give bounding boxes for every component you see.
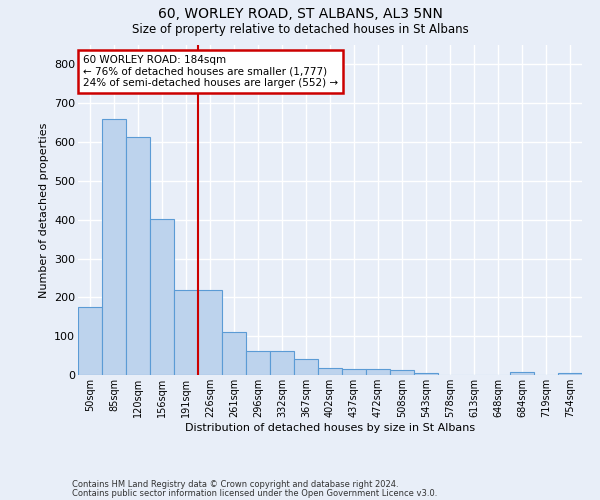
Bar <box>342 369 366 375</box>
Bar <box>510 372 534 375</box>
Bar <box>102 119 126 375</box>
Bar <box>126 138 150 375</box>
Bar <box>270 350 294 375</box>
Bar <box>558 372 582 375</box>
Text: Contains public sector information licensed under the Open Government Licence v3: Contains public sector information licen… <box>72 489 437 498</box>
Bar <box>390 370 414 375</box>
Bar <box>174 290 198 375</box>
Bar <box>318 368 342 375</box>
Bar <box>222 332 246 375</box>
Text: Size of property relative to detached houses in St Albans: Size of property relative to detached ho… <box>131 22 469 36</box>
Bar <box>366 369 390 375</box>
Bar <box>246 350 270 375</box>
Bar <box>78 307 102 375</box>
Text: Contains HM Land Registry data © Crown copyright and database right 2024.: Contains HM Land Registry data © Crown c… <box>72 480 398 489</box>
Text: 60, WORLEY ROAD, ST ALBANS, AL3 5NN: 60, WORLEY ROAD, ST ALBANS, AL3 5NN <box>158 8 442 22</box>
Bar <box>294 358 318 375</box>
Bar <box>150 219 174 375</box>
Text: 60 WORLEY ROAD: 184sqm
← 76% of detached houses are smaller (1,777)
24% of semi-: 60 WORLEY ROAD: 184sqm ← 76% of detached… <box>83 55 338 88</box>
Y-axis label: Number of detached properties: Number of detached properties <box>38 122 49 298</box>
Bar <box>414 372 438 375</box>
X-axis label: Distribution of detached houses by size in St Albans: Distribution of detached houses by size … <box>185 422 475 432</box>
Bar <box>198 290 222 375</box>
